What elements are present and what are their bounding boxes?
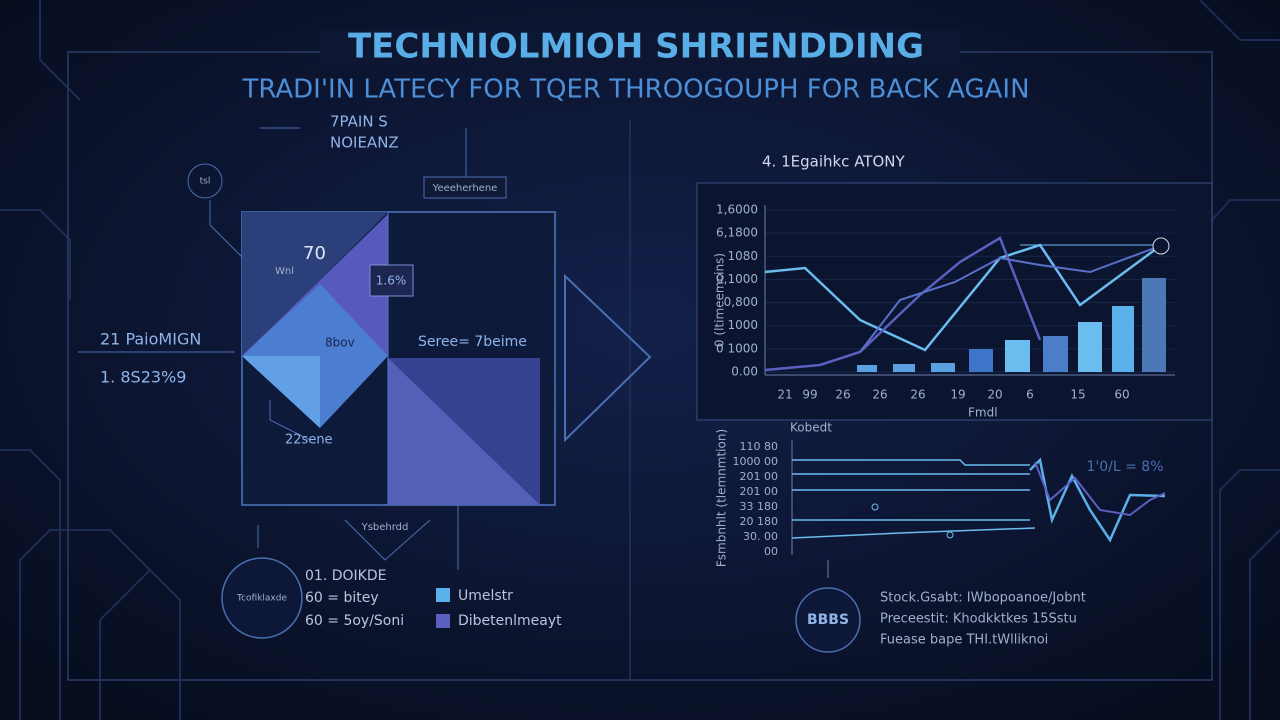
tag-label: Yeeeherhene bbox=[432, 183, 498, 194]
legend-line: 01. DOIKDE bbox=[305, 568, 386, 584]
bottom-label: Ysbehrdd bbox=[361, 522, 409, 533]
percent-tag bbox=[369, 264, 414, 297]
y-tick-label: 33 180 bbox=[740, 500, 779, 513]
x-tick-label: 60 bbox=[1114, 388, 1129, 402]
diagram: 7PAIN S NOIEANZ tsl Yeeeherhene 70 Wnl 1… bbox=[78, 113, 652, 570]
x-tick-label: 99 bbox=[802, 388, 817, 402]
chart-title: Kobedt bbox=[790, 421, 832, 435]
y-tick-label: 1000 bbox=[727, 318, 758, 332]
y-label: Fsmbnhlt (tlemnmtion) bbox=[715, 429, 729, 567]
y-tick-label: 6,1800 bbox=[716, 226, 758, 240]
legend: Tcofiklaxde 01. DOIKDE 60 = bitey 60 = 5… bbox=[221, 557, 562, 639]
x-tick-label: 26 bbox=[835, 388, 850, 402]
y-tick-label: 201 00 bbox=[740, 470, 779, 483]
y-tick-label: 0.00 bbox=[731, 365, 758, 379]
x-tick-label: 19 bbox=[950, 388, 965, 402]
y-tick-label: 0,800 bbox=[724, 295, 758, 309]
y-tick-label: 30. 00 bbox=[743, 530, 778, 543]
node bbox=[187, 163, 223, 199]
y-tick-label: 20 180 bbox=[740, 515, 779, 528]
node-label: tsl bbox=[200, 177, 211, 187]
y-tick-label: 201 00 bbox=[740, 485, 779, 498]
bottom-chart: Kobedt Fsmbnhlt (tlemnmtion) 110 80 1000 … bbox=[715, 421, 1166, 578]
side-item: 1. 8S23%9 bbox=[100, 368, 186, 387]
chart-title: 4. 1Egaihkc ATONY bbox=[762, 153, 905, 171]
subtitle: TRADI'IN LATECY FOR TQER THROOGOUPH FOR … bbox=[241, 75, 1029, 105]
badge-label: Tcofiklaxde bbox=[236, 594, 287, 604]
title-backdrop bbox=[320, 30, 960, 70]
y-tick-label: 0 1000 bbox=[716, 341, 758, 355]
y-tick-label: 00 bbox=[764, 545, 778, 558]
y-tick-label: 1,6000 bbox=[716, 203, 758, 217]
x-tick-label: 26 bbox=[910, 388, 925, 402]
legend-line: 60 = bitey bbox=[305, 590, 379, 606]
note: NOIEANZ bbox=[330, 134, 399, 152]
value-caption: Wnl bbox=[275, 266, 294, 277]
value: 70 bbox=[303, 243, 326, 264]
x-tick-label: 6 bbox=[1026, 388, 1034, 402]
footer: BBBS Stock.Gsabt: IWbopoanoe/Jobnt Prece… bbox=[795, 587, 1086, 653]
y-label: 0 (ltimeemcins) bbox=[713, 253, 727, 347]
side-item: 21 PaioMIGN bbox=[100, 330, 201, 349]
x-label: Fmdl bbox=[968, 406, 998, 420]
x-tick-label: 26 bbox=[872, 388, 887, 402]
footer-item: Fuease bape THI.tWlliknoi bbox=[880, 633, 1048, 648]
right-label: Seree= 7beime bbox=[418, 334, 527, 350]
y-tick-label: 0,1000 bbox=[716, 272, 758, 286]
footer-item: Preceestit: Khodkktkes 15Sstu bbox=[880, 612, 1077, 627]
footer-item: Stock.Gsabt: IWbopoanoe/Jobnt bbox=[880, 591, 1086, 606]
x-tick-label: 21 bbox=[777, 388, 792, 402]
lower-label: 22sene bbox=[285, 433, 333, 448]
center-label: 8bov bbox=[325, 336, 355, 350]
x-tick-label: 20 bbox=[987, 388, 1002, 402]
y-tick-label: 110 80 bbox=[740, 440, 779, 453]
top-chart: 4. 1Egaihkc ATONY 1,6000 6,1800 1080 0,1000… bbox=[696, 153, 1213, 421]
annotation: 1'0/L = 8% bbox=[1086, 459, 1163, 475]
x-tick-label: 15 bbox=[1070, 388, 1085, 402]
title: TECHNIOLMIOH SHRIENDDING bbox=[348, 27, 924, 67]
legend-item: Umelstr bbox=[458, 588, 513, 604]
y-tick-label: 1000 00 bbox=[733, 455, 779, 468]
y-tick-label: 1080 bbox=[727, 249, 758, 263]
tag bbox=[423, 176, 507, 199]
legend-line: 60 = 5oy/Soni bbox=[305, 613, 404, 629]
note: 7PAIN S bbox=[330, 113, 388, 131]
percent-label: 1.6% bbox=[376, 274, 407, 288]
badge-label: BBBS bbox=[807, 612, 849, 628]
legend-item: Dibetenlmeayt bbox=[458, 613, 562, 629]
